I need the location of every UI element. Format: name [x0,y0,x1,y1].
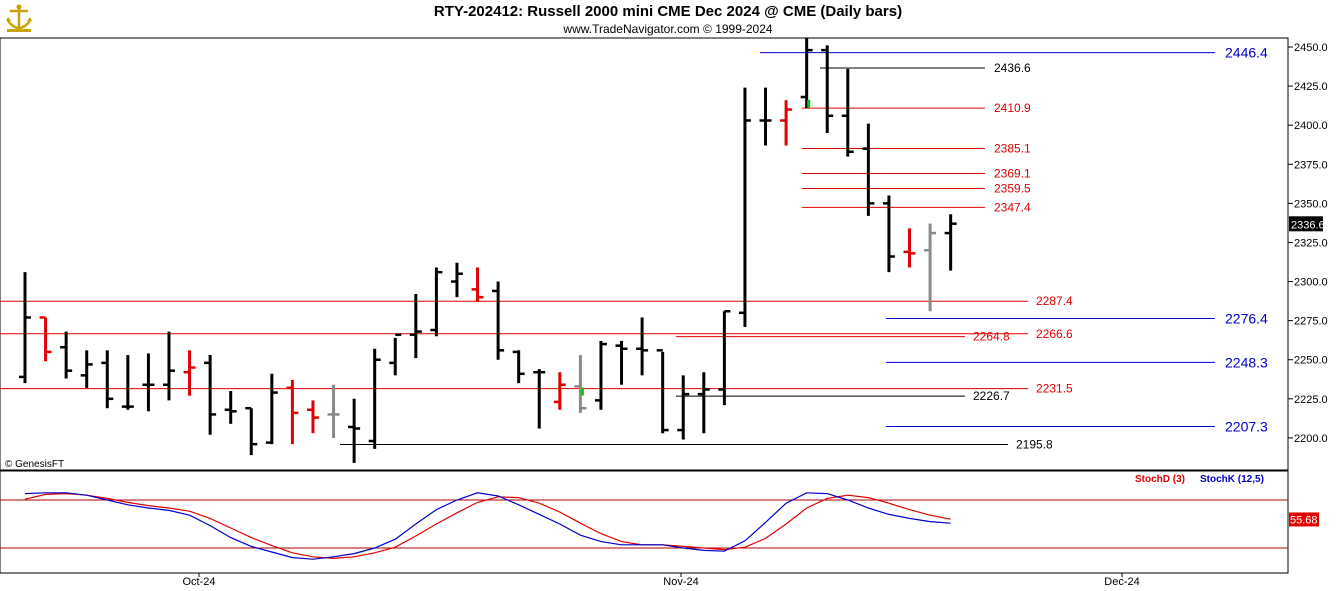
y-tick-label: 2425.0 [1294,81,1328,93]
level-label-2207.3: 2207.3 [1225,418,1268,434]
x-tick-label: Oct-24 [182,576,215,588]
ohlc-bar[interactable] [39,316,52,362]
ohlc-bar[interactable] [841,68,854,157]
ohlc-bar[interactable] [471,267,484,302]
ohlc-bar[interactable] [862,123,875,216]
trade-navigator-logo-icon [4,3,34,33]
ohlc-bar[interactable] [533,369,546,429]
stoch-last-value-label: 55.68 [1290,514,1318,526]
ohlc-bar[interactable] [677,375,690,440]
legend-stochD: StochD (3) [1135,474,1185,485]
ohlc-bar[interactable] [615,340,628,385]
y-tick-label: 2350.0 [1294,198,1328,210]
level-label-2347.4: 2347.4 [994,200,1031,214]
x-tick-label: Dec-24 [1104,576,1139,588]
ohlc-bar[interactable] [492,281,505,360]
ohlc-bar[interactable] [245,406,258,456]
ohlc-bar[interactable] [142,353,155,412]
stoch-last-value-box [1289,512,1319,527]
ohlc-bar[interactable] [594,340,607,410]
ohlc-bar[interactable] [327,384,340,438]
ohlc-bar[interactable] [800,37,813,108]
chart-title: RTY-202412: Russell 2000 mini CME Dec 20… [433,3,903,20]
y-tick-label: 2200.0 [1294,433,1328,445]
level-label-2287.4: 2287.4 [1036,294,1073,308]
price-pane [0,37,1289,471]
ohlc-bar[interactable] [780,100,793,146]
ohlc-bar[interactable] [183,350,196,396]
ohlc-bar[interactable] [656,349,669,434]
ohlc-bar[interactable] [738,87,751,327]
level-label-2248.3: 2248.3 [1225,354,1268,370]
stoch-series-line [24,492,951,560]
ohlc-bar[interactable] [224,390,237,424]
ohlc-bar[interactable] [430,267,443,337]
ohlc-bar[interactable] [80,350,93,388]
ohlc-bar[interactable] [389,333,402,376]
ohlc-bar[interactable] [368,348,381,449]
ohlc-bar[interactable] [60,331,73,379]
ohlc-bar[interactable] [306,400,319,434]
chart-header: RTY-202412: Russell 2000 mini CME Dec 20… [0,0,1336,38]
ohlc-bar[interactable] [265,373,278,445]
y-tick-label: 2325.0 [1294,237,1328,249]
ohlc-bar[interactable] [286,380,299,445]
x-tick-label: Nov-24 [663,576,698,588]
ohlc-bar[interactable] [19,272,31,384]
ohlc-bar[interactable] [348,398,361,463]
level-label-2436.6: 2436.6 [994,61,1031,75]
stochastic-pane [0,470,1289,574]
ohlc-bar[interactable] [121,355,134,410]
level-label-2385.1: 2385.1 [994,141,1031,155]
level-label-2264.8: 2264.8 [973,330,1010,344]
ohlc-bar[interactable] [553,372,566,410]
ohlc-bar[interactable] [944,214,957,271]
level-label-2359.5: 2359.5 [994,182,1031,196]
legend-stochK: StochK (12,5) [1200,474,1264,485]
y-tick-label: 2275.0 [1294,316,1328,328]
ohlc-bar[interactable] [450,262,463,298]
ohlc-bar[interactable] [574,355,587,413]
ohlc-bar[interactable] [162,331,175,401]
ohlc-bar[interactable] [636,317,649,376]
ohlc-bar[interactable] [759,87,772,146]
level-label-2276.4: 2276.4 [1225,310,1268,326]
level-label-2226.7: 2226.7 [973,389,1010,403]
level-label-2410.9: 2410.9 [994,101,1031,115]
ohlc-bar[interactable] [101,350,114,409]
y-tick-label: 2225.0 [1294,394,1328,406]
level-label-2446.4: 2446.4 [1225,45,1268,61]
ohlc-bar[interactable] [903,228,916,268]
level-label-2231.5: 2231.5 [1036,382,1073,396]
ohlc-bar[interactable] [821,45,834,133]
y-tick-label: 2300.0 [1294,277,1328,289]
ohlc-bar[interactable] [718,309,731,406]
stoch-series-line [24,492,951,560]
y-tick-label: 2400.0 [1294,120,1328,132]
ohlc-bar[interactable] [882,195,895,273]
last-price-box [1289,216,1323,232]
chart-subtitle: www.TradeNavigator.com © 1999-2024 [563,22,773,36]
ohlc-bar[interactable] [409,294,422,359]
ohlc-bar[interactable] [512,350,525,384]
y-tick-label: 2250.0 [1294,355,1328,367]
level-label-2369.1: 2369.1 [994,166,1031,180]
copyright-label: © GenesisFT [5,459,64,470]
ohlc-bar[interactable] [924,223,937,312]
ohlc-bar[interactable] [204,355,217,435]
y-tick-label: 2375.0 [1294,159,1328,171]
level-label-2195.8: 2195.8 [1016,437,1053,451]
ohlc-bar[interactable] [697,372,710,434]
y-tick-label: 2450.0 [1294,42,1328,54]
level-label-2266.6: 2266.6 [1036,327,1073,341]
last-price-label: 2336.6 [1291,219,1325,231]
